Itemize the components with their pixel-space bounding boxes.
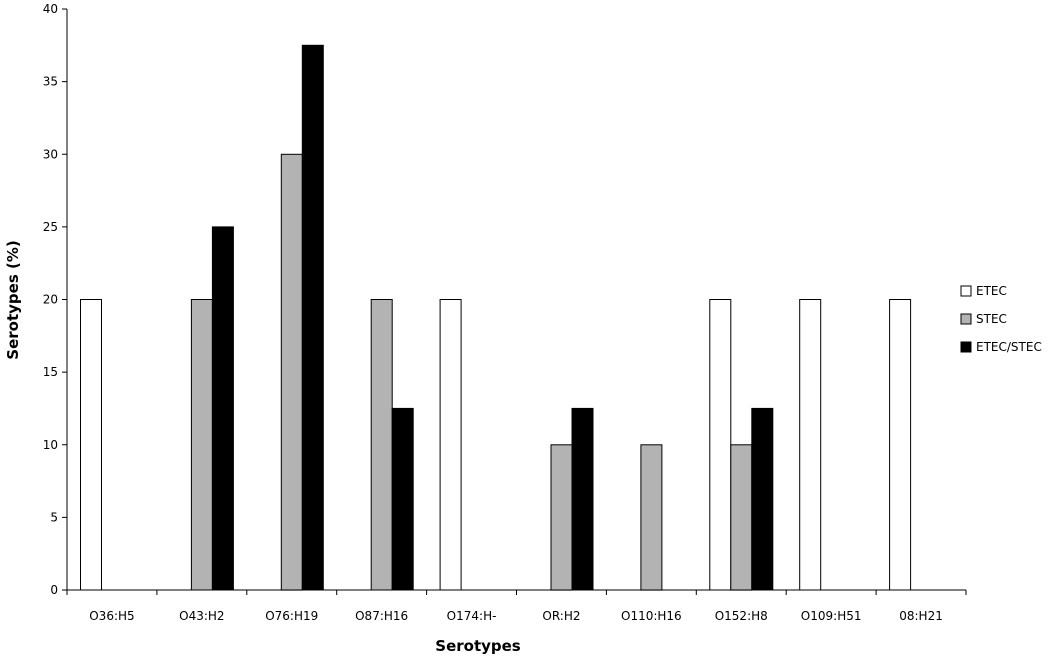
x-category-label: O174:H- — [447, 609, 497, 623]
bar-etec-stec-or-h2 — [571, 407, 594, 591]
x-category-label: O109:H51 — [801, 609, 862, 623]
x-category-labels: O36:H5 O43:H2 O76:H19 O87:H16 O174:H- OR:H2 O1… — [66, 590, 967, 623]
bar-etec-08-h21 — [889, 299, 912, 591]
bar-etec-stec-o152-h8 — [751, 407, 774, 591]
y-tick-label: 25 — [43, 220, 58, 234]
legend-swatch — [960, 285, 972, 297]
y-tick-label: 35 — [43, 75, 58, 89]
bar-stec-or-h2 — [550, 444, 573, 591]
legend-label: ETEC — [976, 284, 1007, 298]
legend-label: ETEC/STEC — [976, 340, 1042, 354]
x-category-label: O36:H5 — [89, 609, 134, 623]
bar-stec-o110-h16 — [640, 444, 663, 591]
bar-etec-o174-h- — [439, 299, 462, 591]
x-category-label: 08:H21 — [899, 609, 943, 623]
y-tick-label: 5 — [50, 510, 58, 524]
legend-label: STEC — [976, 312, 1007, 326]
bar-etec-o109-h51 — [799, 299, 822, 591]
legend: ETEC STEC ETEC/STEC — [960, 284, 1042, 354]
bar-stec-o43-h2 — [190, 299, 213, 591]
y-tick-label: 0 — [50, 583, 58, 597]
y-tick-label: 10 — [43, 438, 58, 452]
x-category-label: O87:H16 — [355, 609, 408, 623]
x-category-label: O152:H8 — [715, 609, 768, 623]
y-tick-label: 15 — [43, 365, 58, 379]
x-axis-title: Serotypes — [435, 637, 521, 655]
bar-etec-stec-o43-h2 — [211, 226, 234, 591]
bar-etec-o36-h5 — [80, 299, 102, 591]
y-ticks-layer: 0 5 10 15 20 25 30 35 40 — [43, 2, 67, 597]
legend-swatch — [960, 341, 972, 353]
y-tick-label: 30 — [43, 147, 58, 161]
bars-layer — [80, 44, 912, 591]
y-axis-title: Serotypes (%) — [4, 240, 22, 359]
legend-swatch — [960, 313, 972, 325]
y-tick-label: 40 — [43, 2, 58, 16]
bar-etec-stec-o87-h16 — [391, 407, 414, 591]
y-tick-label: 20 — [43, 293, 58, 307]
bar-stec-o87-h16 — [370, 299, 393, 591]
x-category-label: O76:H19 — [265, 609, 318, 623]
bar-stec-o76-h19 — [280, 153, 303, 591]
x-category-label: OR:H2 — [542, 609, 580, 623]
bar-etec-o152-h8 — [709, 299, 732, 591]
bar-etec-stec-o76-h19 — [301, 44, 324, 591]
x-category-label: O110:H16 — [621, 609, 682, 623]
x-category-label: O43:H2 — [179, 609, 224, 623]
bar-stec-o152-h8 — [730, 444, 753, 591]
